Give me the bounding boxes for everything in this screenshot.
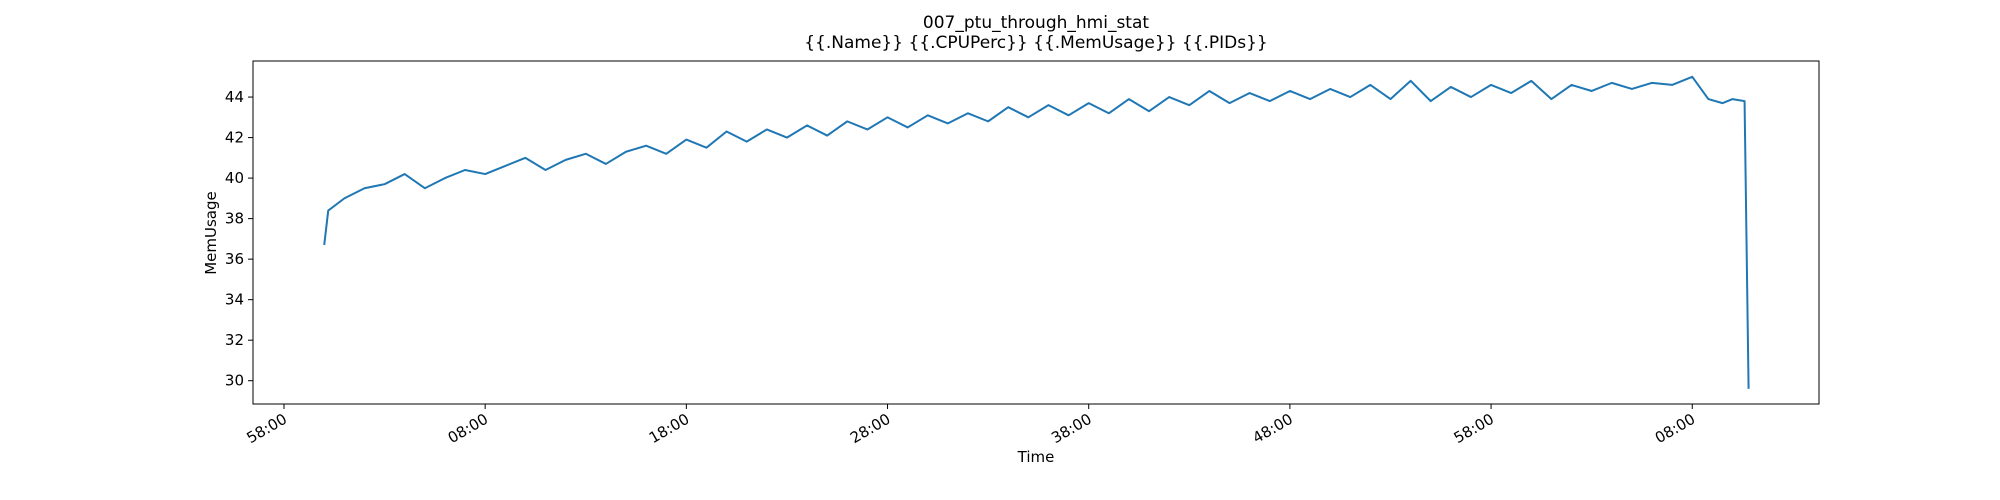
y-tick-label: 40 [225, 169, 244, 187]
y-tick-label: 34 [225, 291, 244, 309]
x-tick-label: 48:00 [1249, 410, 1295, 447]
x-tick-label: 38:00 [1048, 410, 1094, 447]
y-tick-label: 44 [225, 88, 244, 106]
x-tick-label: 58:00 [1451, 410, 1497, 447]
x-tick-label: 28:00 [847, 410, 893, 447]
x-tick-label: 08:00 [445, 410, 491, 447]
y-axis-label: MemUsage [202, 191, 220, 275]
y-tick-label: 42 [225, 129, 244, 147]
y-tick-label: 36 [225, 250, 244, 268]
y-tick-label: 32 [225, 331, 244, 349]
y-tick-label: 30 [225, 372, 244, 390]
x-axis-label: Time [1017, 448, 1055, 466]
x-tick-label: 58:00 [244, 410, 290, 447]
chart-subtitle: {{.Name}} {{.CPUPerc}} {{.MemUsage}} {{.… [804, 33, 1268, 53]
x-tick-label: 18:00 [646, 410, 692, 447]
y-tick-label: 38 [225, 210, 244, 228]
plot-frame [252, 60, 1820, 405]
data-line [323, 75, 1750, 389]
chart-title: 007_ptu_through_hmi_stat [923, 13, 1149, 33]
x-tick-label: 08:00 [1652, 410, 1698, 447]
